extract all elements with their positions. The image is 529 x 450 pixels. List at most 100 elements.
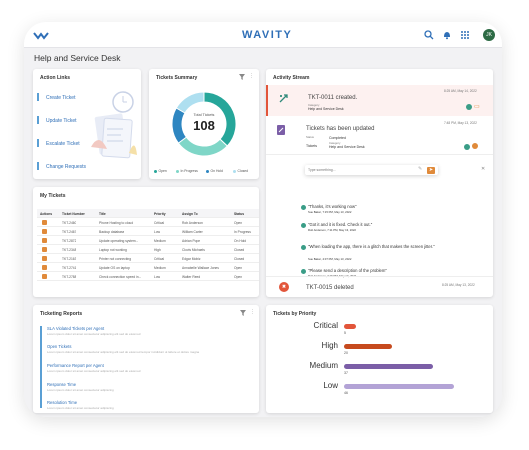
report-open-tickets-link[interactable]: Open Tickets bbox=[47, 344, 72, 349]
col-title[interactable]: Title bbox=[99, 211, 106, 216]
table-cell: Low bbox=[154, 229, 161, 234]
table-cell: TKT-2460 bbox=[62, 220, 77, 225]
col-priority[interactable]: Priority bbox=[154, 211, 166, 216]
message-meta: Sue Baker, 7:15 PM, May 13, 2022 bbox=[308, 210, 352, 214]
table-cell: Medium bbox=[154, 238, 166, 243]
report-description: Lorem ipsum dolor sit amet consectetur a… bbox=[47, 406, 114, 410]
close-icon[interactable]: ✕ bbox=[481, 166, 486, 172]
edit-action-icon[interactable] bbox=[42, 247, 47, 252]
table-cell: Open bbox=[234, 265, 243, 270]
report-sla-link[interactable]: SLA Violated Tickets per Agent bbox=[47, 326, 105, 331]
priority-label: Low bbox=[323, 381, 338, 390]
table-cell: Laptop not working bbox=[99, 247, 127, 252]
page-title: Help and Service Desk bbox=[34, 53, 121, 63]
deleted-title: TKT-0015 deleted bbox=[306, 285, 354, 291]
status-value: Completed bbox=[329, 136, 346, 140]
priority-bar[interactable] bbox=[344, 384, 455, 389]
donut-slice[interactable] bbox=[177, 136, 228, 157]
ticketing-reports-card: Ticketing Reports ⋮ SLA Violated Tickets… bbox=[33, 305, 259, 413]
edit-action-icon[interactable] bbox=[42, 238, 47, 243]
avatar[interactable]: JK bbox=[483, 29, 495, 41]
col-ticket-number[interactable]: Ticket Number bbox=[62, 211, 85, 216]
legend-swatch bbox=[233, 169, 236, 173]
deleted-time: 8:25 AM, May 13, 2022 bbox=[442, 283, 475, 287]
link-marker bbox=[37, 93, 39, 101]
table-cell: TKT-2348 bbox=[62, 247, 77, 252]
report-performance-link[interactable]: Performance Report per Agent bbox=[47, 363, 104, 368]
table-row[interactable]: TKT-2460 Phone Hosting to cloud Critical Ro… bbox=[37, 218, 259, 227]
table-cell: Backup database bbox=[99, 229, 125, 234]
table-cell: Walter Reed bbox=[182, 274, 201, 279]
bell-icon[interactable] bbox=[442, 30, 452, 40]
app-window: WAVITY JK Help and Service Desk Action L… bbox=[24, 22, 502, 417]
priority-value: 20 bbox=[344, 351, 348, 355]
message-avatar bbox=[301, 245, 306, 250]
action-links-card: Action Links Create Ticket Update Ticket… bbox=[33, 69, 141, 179]
more-icon[interactable]: ⋮ bbox=[250, 309, 255, 315]
table-cell: Check connection speed in... bbox=[99, 274, 142, 279]
message-text: "Thanks, it's working now" bbox=[308, 204, 357, 209]
table-cell: TKT-2741 bbox=[62, 265, 77, 270]
legend-in-progress: In Progress bbox=[176, 169, 198, 173]
edit-action-icon[interactable] bbox=[42, 229, 47, 234]
update-ticket-link[interactable]: Update Ticket bbox=[46, 118, 77, 124]
table-row[interactable]: TKT-2741 Update OS on laptop Medium Annabel… bbox=[37, 263, 259, 272]
edit-action-icon[interactable] bbox=[42, 220, 47, 225]
table-row[interactable]: TKT-2872 Update operating system... Medium… bbox=[37, 236, 259, 245]
legend-label: Open bbox=[158, 169, 167, 173]
updated-time: 7:48 PM, May 13, 2022 bbox=[444, 121, 477, 125]
escalate-ticket-link[interactable]: Escalate Ticket bbox=[46, 141, 80, 147]
send-button[interactable]: ➤ bbox=[427, 166, 435, 174]
legend-swatch bbox=[154, 169, 157, 173]
comment-composer: ✎ ➤ bbox=[305, 165, 438, 175]
donut-slice[interactable] bbox=[175, 91, 205, 114]
participant-avatar bbox=[464, 144, 470, 150]
priority-bar[interactable] bbox=[344, 324, 356, 329]
table-row[interactable]: TKT-2788 Check connection speed in... Low W… bbox=[37, 272, 259, 281]
col-assign-to[interactable]: Assign To bbox=[182, 211, 198, 216]
col-status[interactable]: Status bbox=[234, 211, 245, 216]
priority-value: 46 bbox=[344, 391, 348, 395]
comment-input[interactable] bbox=[308, 166, 408, 174]
edit-action-icon[interactable] bbox=[42, 256, 47, 261]
card-title: Activity Stream bbox=[273, 75, 310, 81]
search-icon[interactable] bbox=[424, 30, 434, 40]
chat-icon[interactable] bbox=[472, 143, 478, 149]
table-cell: Edgar Mobiz bbox=[182, 256, 201, 261]
table-row[interactable]: TKT-2467 Backup database Low William Carter… bbox=[37, 227, 259, 236]
table-cell: Critical bbox=[154, 256, 165, 261]
table-cell: On Hold bbox=[234, 238, 247, 243]
participant-avatar bbox=[466, 104, 472, 110]
more-icon[interactable]: ⋮ bbox=[249, 73, 254, 79]
attach-icon[interactable]: ✎ bbox=[418, 166, 423, 172]
menu-icon[interactable] bbox=[33, 31, 49, 40]
filter-icon[interactable] bbox=[239, 74, 245, 80]
table-cell: Update operating system... bbox=[99, 238, 139, 243]
tickets-summary-card: Tickets Summary ⋮ Total Tickets 108 Open… bbox=[149, 69, 259, 179]
report-resolution-time-link[interactable]: Resolution Time bbox=[47, 400, 78, 405]
edit-action-icon[interactable] bbox=[42, 274, 47, 279]
table-cell: TKT-2467 bbox=[62, 229, 77, 234]
priority-value: 37 bbox=[344, 371, 348, 375]
legend-swatch bbox=[176, 169, 179, 173]
priority-bar[interactable] bbox=[344, 364, 433, 369]
desk-illustration bbox=[91, 91, 137, 159]
link-marker bbox=[37, 139, 39, 147]
table-cell: Closed bbox=[234, 256, 245, 261]
table-cell: Adrian Pope bbox=[182, 238, 201, 243]
total-value: 108 bbox=[193, 118, 215, 133]
priority-bar[interactable] bbox=[344, 344, 392, 349]
table-row[interactable]: TKT-2163 Printer not connecting Critical Ed… bbox=[37, 254, 259, 263]
table-row[interactable]: TKT-2348 Laptop not working High Clovis Mic… bbox=[37, 245, 259, 254]
report-description: Lorem ipsum dolor sit amet consectetur a… bbox=[47, 350, 200, 354]
legend-label: In Progress bbox=[180, 169, 198, 173]
apps-grid-icon[interactable] bbox=[460, 30, 470, 40]
filter-icon[interactable] bbox=[240, 310, 246, 316]
edit-action-icon[interactable] bbox=[42, 265, 47, 270]
report-response-time-link[interactable]: Response Time bbox=[47, 382, 77, 387]
change-requests-link[interactable]: Change Requests bbox=[46, 164, 87, 170]
comment-icon[interactable]: ▭ bbox=[474, 104, 480, 110]
table-cell: TKT-2788 bbox=[62, 274, 77, 279]
create-ticket-link[interactable]: Create Ticket bbox=[46, 95, 76, 101]
table-cell: Medium bbox=[154, 265, 166, 270]
